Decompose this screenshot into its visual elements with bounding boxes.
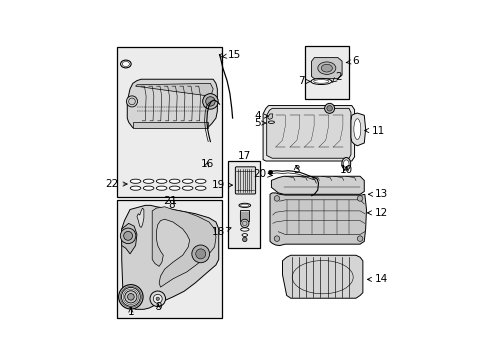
Circle shape — [119, 285, 143, 309]
Text: 11: 11 — [364, 126, 385, 135]
Text: 20: 20 — [253, 169, 272, 179]
Circle shape — [274, 196, 279, 201]
Circle shape — [195, 249, 205, 259]
Text: 15: 15 — [222, 50, 241, 60]
Polygon shape — [152, 207, 216, 287]
Text: 4: 4 — [254, 111, 268, 121]
Ellipse shape — [195, 186, 205, 190]
Ellipse shape — [156, 186, 166, 190]
Circle shape — [153, 294, 162, 303]
Circle shape — [123, 231, 132, 240]
Circle shape — [242, 237, 246, 242]
Ellipse shape — [195, 179, 205, 183]
Polygon shape — [282, 255, 362, 298]
Ellipse shape — [156, 179, 166, 183]
Ellipse shape — [143, 179, 154, 183]
Polygon shape — [267, 114, 272, 120]
Polygon shape — [137, 208, 143, 228]
Bar — [227, 161, 260, 248]
Text: 6: 6 — [346, 56, 358, 66]
Circle shape — [274, 236, 279, 242]
Bar — [117, 48, 221, 197]
Circle shape — [120, 228, 136, 244]
Polygon shape — [350, 113, 365, 146]
Circle shape — [357, 236, 362, 242]
Text: 18: 18 — [211, 227, 230, 237]
Text: 8: 8 — [168, 199, 175, 210]
Polygon shape — [133, 122, 207, 128]
Polygon shape — [266, 108, 350, 158]
Ellipse shape — [169, 179, 180, 183]
Text: 16: 16 — [200, 159, 213, 169]
Circle shape — [150, 291, 165, 307]
Circle shape — [191, 245, 209, 263]
Ellipse shape — [343, 160, 348, 168]
Ellipse shape — [130, 179, 141, 183]
Text: 22: 22 — [104, 179, 127, 189]
Ellipse shape — [169, 186, 180, 190]
Ellipse shape — [182, 179, 193, 183]
Polygon shape — [127, 79, 217, 128]
Circle shape — [126, 96, 137, 107]
Text: 9: 9 — [155, 302, 162, 312]
Ellipse shape — [310, 78, 331, 85]
Ellipse shape — [121, 60, 131, 68]
Text: 17: 17 — [237, 151, 251, 161]
Polygon shape — [263, 105, 354, 161]
Text: 21: 21 — [163, 195, 177, 206]
Ellipse shape — [268, 121, 274, 123]
Ellipse shape — [239, 203, 250, 207]
Text: 3: 3 — [292, 165, 299, 175]
Circle shape — [326, 105, 332, 111]
Circle shape — [121, 287, 140, 306]
Ellipse shape — [317, 62, 335, 75]
Polygon shape — [311, 58, 342, 79]
Circle shape — [124, 291, 137, 303]
Ellipse shape — [353, 119, 360, 140]
Ellipse shape — [242, 234, 247, 237]
Ellipse shape — [143, 186, 154, 190]
Circle shape — [240, 219, 248, 228]
Circle shape — [127, 293, 134, 300]
Ellipse shape — [182, 186, 193, 190]
Circle shape — [357, 196, 362, 201]
Bar — [304, 46, 348, 99]
Circle shape — [202, 94, 218, 109]
Circle shape — [268, 170, 272, 175]
Text: 7: 7 — [298, 76, 310, 86]
Text: 14: 14 — [366, 274, 387, 284]
Text: 2: 2 — [331, 72, 341, 82]
Text: 19: 19 — [211, 180, 232, 190]
Circle shape — [205, 97, 215, 106]
Polygon shape — [122, 223, 137, 254]
Bar — [117, 200, 221, 318]
Text: 12: 12 — [366, 208, 387, 218]
Ellipse shape — [130, 186, 141, 190]
Text: 1: 1 — [127, 307, 134, 317]
Polygon shape — [240, 210, 249, 221]
Circle shape — [156, 297, 159, 301]
Text: 13: 13 — [368, 189, 387, 199]
Ellipse shape — [240, 228, 248, 231]
Ellipse shape — [321, 64, 332, 72]
Polygon shape — [269, 193, 366, 246]
Polygon shape — [271, 176, 364, 194]
Ellipse shape — [341, 158, 350, 170]
Circle shape — [324, 103, 334, 113]
Text: 10: 10 — [339, 165, 352, 175]
Text: 5: 5 — [254, 118, 266, 128]
Polygon shape — [122, 205, 218, 309]
FancyBboxPatch shape — [235, 167, 255, 194]
Polygon shape — [135, 84, 213, 96]
